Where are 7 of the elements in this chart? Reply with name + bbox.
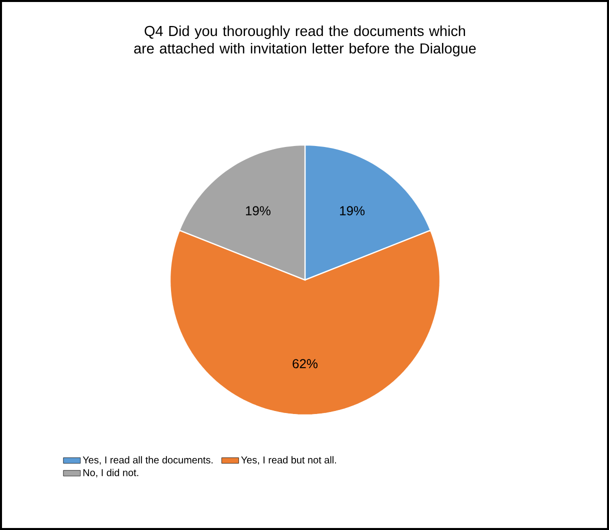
legend-label: Yes, I read but not all. bbox=[241, 456, 336, 465]
legend-label: No, I did not. bbox=[83, 468, 138, 478]
data-label: 62% bbox=[292, 359, 318, 368]
data-label: 19% bbox=[246, 206, 270, 216]
chart-title: Q4 Did you thoroughly read the documents which are attached with invitation letter before the Dialogue bbox=[134, 26, 476, 56]
legend-label: Yes, I read all the documents. bbox=[82, 456, 213, 465]
data-label: 19% bbox=[340, 206, 365, 216]
